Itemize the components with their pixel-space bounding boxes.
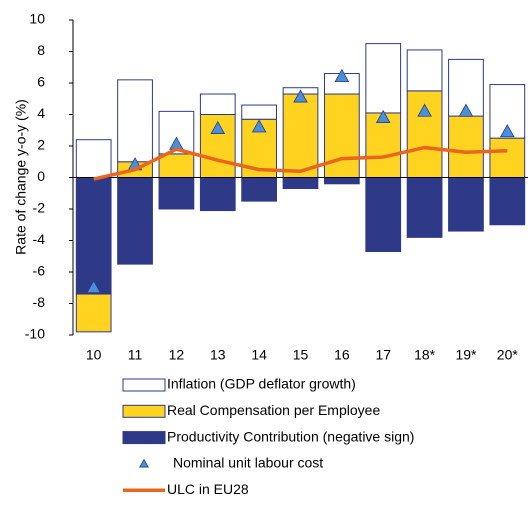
bar-segment — [241, 104, 278, 120]
bar-segment — [282, 177, 319, 190]
bar-segment — [75, 177, 112, 295]
marker — [334, 68, 350, 82]
x-tick-label: 13 — [210, 347, 226, 363]
legend-label: Nominal unit labour cost — [173, 455, 323, 471]
bar-segment — [323, 93, 360, 178]
y-tick-label: -8 — [33, 294, 46, 310]
bar-segment — [365, 43, 402, 114]
x-tick-label: 17 — [375, 347, 391, 363]
bar-segment — [448, 115, 484, 178]
y-tick-label: -6 — [33, 263, 46, 279]
bar-segment — [406, 177, 443, 238]
y-tick-label: -2 — [33, 200, 46, 216]
bar-segment — [241, 177, 278, 202]
bar-segment — [75, 139, 112, 178]
legend-swatch — [122, 404, 166, 418]
legend-swatch — [139, 458, 149, 468]
bar-segment — [323, 177, 360, 185]
x-tick-label: 18* — [414, 347, 436, 363]
marker — [458, 103, 474, 117]
marker — [293, 89, 308, 103]
bar-segment — [117, 177, 153, 265]
y-tick-label: -10 — [25, 326, 45, 342]
bar-segment — [75, 293, 112, 333]
y-tick-label: 6 — [37, 74, 45, 90]
y-tick-label: 10 — [29, 11, 45, 27]
bar-segment — [282, 93, 319, 178]
legend-swatch — [122, 431, 166, 445]
line — [93, 145, 508, 181]
legend-label: Inflation (GDP deflator growth) — [167, 376, 356, 392]
marker — [210, 120, 226, 134]
x-tick-label: 12 — [169, 347, 185, 363]
marker — [499, 124, 515, 138]
y-tick-label: 8 — [37, 42, 45, 58]
y-tick-label: -4 — [33, 231, 46, 247]
x-tick-label: 20* — [497, 347, 519, 363]
marker — [251, 119, 267, 133]
x-tick-label: 11 — [128, 347, 143, 363]
legend-swatch — [122, 378, 166, 392]
x-tick-label: 16 — [334, 347, 350, 363]
legend-label: Real Compensation per Employee — [167, 402, 380, 418]
x-tick-label: 19* — [455, 347, 477, 363]
marker — [375, 109, 391, 123]
bar-segment — [199, 177, 236, 212]
bar-segment — [117, 79, 153, 163]
legend-label: ULC in EU28 — [167, 481, 249, 497]
bar-segment — [158, 177, 195, 210]
y-axis-title: Rate of change y-o-y (%) — [13, 99, 29, 255]
bar-segment — [158, 153, 195, 178]
bar-segment — [489, 177, 526, 226]
bar-segment — [199, 93, 236, 116]
marker — [417, 103, 432, 117]
y-tick-label: 4 — [37, 105, 45, 121]
x-tick-label: 15 — [293, 347, 309, 363]
y-tick-label: 0 — [37, 168, 45, 184]
bar-segment — [365, 177, 402, 253]
bar-segment — [406, 49, 443, 92]
marker — [86, 279, 102, 294]
bar-segment — [448, 177, 484, 232]
legend-label: Productivity Contribution (negative sign… — [167, 428, 414, 444]
bar-segment — [489, 137, 526, 178]
y-tick-label: 2 — [37, 137, 45, 153]
x-tick-label: 10 — [86, 347, 102, 363]
x-tick-label: 14 — [251, 347, 267, 363]
